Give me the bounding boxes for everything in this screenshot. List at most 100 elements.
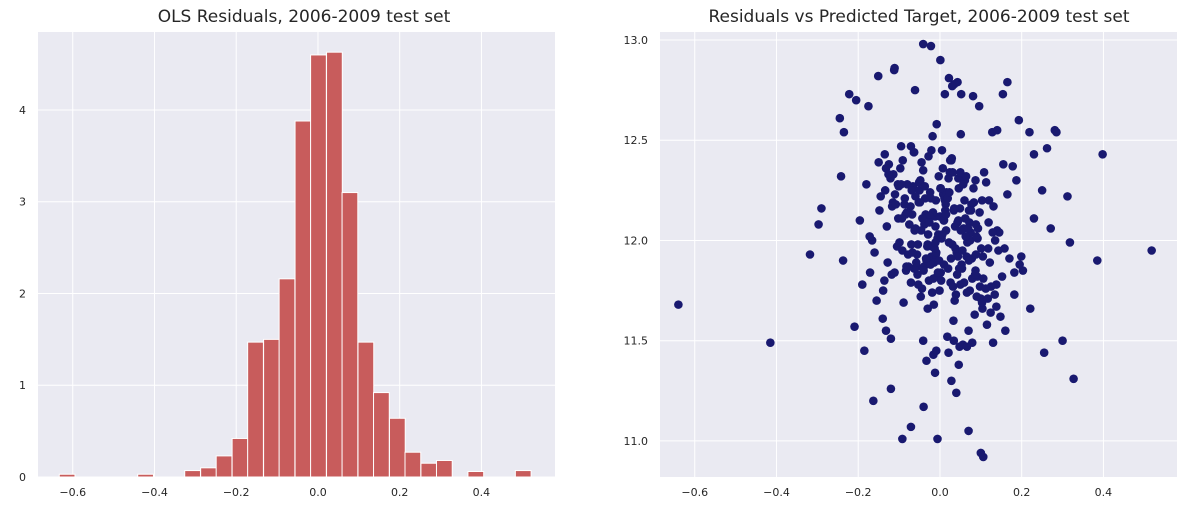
- scatter-point: [909, 147, 919, 157]
- scatter-point: [969, 184, 978, 193]
- scatter-point: [858, 280, 867, 289]
- scatter-point: [978, 252, 988, 261]
- scatter-point: [1010, 268, 1019, 277]
- scatter-y-tick-label: 13.0: [624, 34, 649, 47]
- scatter-point: [865, 268, 875, 277]
- scatter-point: [958, 180, 968, 189]
- histogram-bars: [58, 51, 532, 478]
- scatter-point: [906, 422, 916, 432]
- scatter-point: [938, 164, 948, 173]
- scatter-point: [855, 216, 865, 225]
- scatter-point: [961, 172, 971, 181]
- histogram-bar: [58, 473, 76, 478]
- scatter-point: [907, 240, 916, 249]
- scatter-point: [963, 224, 973, 233]
- scatter-point: [1029, 149, 1039, 159]
- scatter-point: [805, 250, 815, 259]
- scatter-x-tick-label: −0.4: [763, 486, 790, 499]
- scatter-point: [890, 190, 900, 199]
- scatter-point: [851, 95, 861, 105]
- scatter-point: [1008, 162, 1018, 171]
- scatter-point: [917, 157, 926, 167]
- scatter-point: [992, 302, 1001, 311]
- scatter-point: [896, 180, 906, 189]
- scatter-point: [961, 232, 971, 241]
- histogram-x-tick-label: −0.4: [141, 486, 168, 499]
- histogram-bar: [388, 417, 406, 478]
- scatter-point: [918, 39, 928, 49]
- scatter-point: [896, 164, 905, 173]
- scatter-point: [923, 240, 932, 249]
- scatter-point: [906, 278, 916, 287]
- scatter-point: [959, 278, 969, 287]
- scatter-point: [872, 296, 881, 305]
- histogram-bar: [310, 54, 327, 478]
- scatter-point: [918, 336, 928, 345]
- histogram-bar: [137, 473, 154, 478]
- scatter-point: [976, 244, 986, 253]
- scatter-point: [895, 238, 904, 247]
- scatter-point: [916, 226, 926, 235]
- scatter-point: [974, 101, 984, 111]
- scatter-point: [946, 254, 956, 263]
- scatter-point: [1052, 127, 1061, 137]
- histogram-bar: [341, 192, 359, 478]
- scatter-point: [1029, 214, 1039, 223]
- scatter-point: [880, 186, 890, 195]
- scatter-point: [933, 434, 942, 444]
- scatter-point: [983, 294, 993, 303]
- scatter-point: [954, 216, 963, 225]
- scatter-point: [970, 310, 979, 319]
- scatter-point: [966, 206, 976, 215]
- scatter-points: [674, 39, 1156, 462]
- scatter-point: [890, 63, 899, 73]
- scatter-point: [944, 348, 953, 358]
- scatter-point: [982, 320, 992, 329]
- scatter-point: [915, 198, 925, 207]
- scatter-y-tick-label: 11.0: [624, 435, 649, 448]
- scatter-point: [817, 204, 826, 213]
- scatter-point: [981, 178, 991, 187]
- scatter-point: [943, 332, 952, 341]
- scatter-point: [949, 336, 959, 345]
- scatter-point: [934, 172, 944, 181]
- histogram-y-tick-label: 0: [19, 471, 26, 484]
- histogram-x-tick-labels: −0.6 −0.4 −0.2 0.0 0.2 0.4: [59, 486, 490, 499]
- scatter-point: [878, 314, 888, 323]
- scatter-point: [836, 172, 846, 181]
- scatter-point: [1037, 186, 1047, 195]
- scatter-point: [1046, 224, 1056, 233]
- scatter-point: [905, 220, 914, 229]
- scatter-title: Residuals vs Predicted Target, 2006-2009…: [708, 7, 1129, 27]
- scatter-point: [920, 182, 930, 191]
- histogram-bar: [263, 338, 280, 478]
- histogram-y-tick-label: 3: [19, 196, 26, 209]
- scatter-point: [941, 210, 951, 219]
- scatter-point: [897, 214, 907, 223]
- scatter-point: [962, 342, 972, 352]
- scatter-point: [984, 218, 993, 227]
- histogram-title: OLS Residuals, 2006-2009 test set: [158, 7, 451, 27]
- scatter-point: [958, 246, 967, 255]
- scatter-point: [964, 426, 973, 436]
- scatter-point: [931, 238, 940, 247]
- scatter-point: [975, 208, 984, 217]
- scatter-point: [1005, 254, 1014, 263]
- histogram-bar: [420, 462, 438, 478]
- scatter-point: [926, 260, 935, 269]
- histogram-bar: [514, 470, 532, 478]
- scatter-point: [878, 286, 888, 295]
- scatter-point: [923, 230, 933, 239]
- scatter-point: [674, 300, 683, 309]
- scatter-point: [924, 151, 933, 161]
- scatter-point: [927, 288, 937, 297]
- scatter-point: [933, 268, 943, 277]
- scatter-point: [869, 396, 878, 406]
- scatter-x-tick-label: 0.2: [1013, 486, 1031, 499]
- scatter-x-tick-label: 0.0: [931, 486, 949, 499]
- scatter-point: [978, 274, 988, 283]
- scatter-x-tick-label: 0.4: [1095, 486, 1113, 499]
- scatter-point: [890, 268, 899, 277]
- scatter-point: [944, 174, 953, 183]
